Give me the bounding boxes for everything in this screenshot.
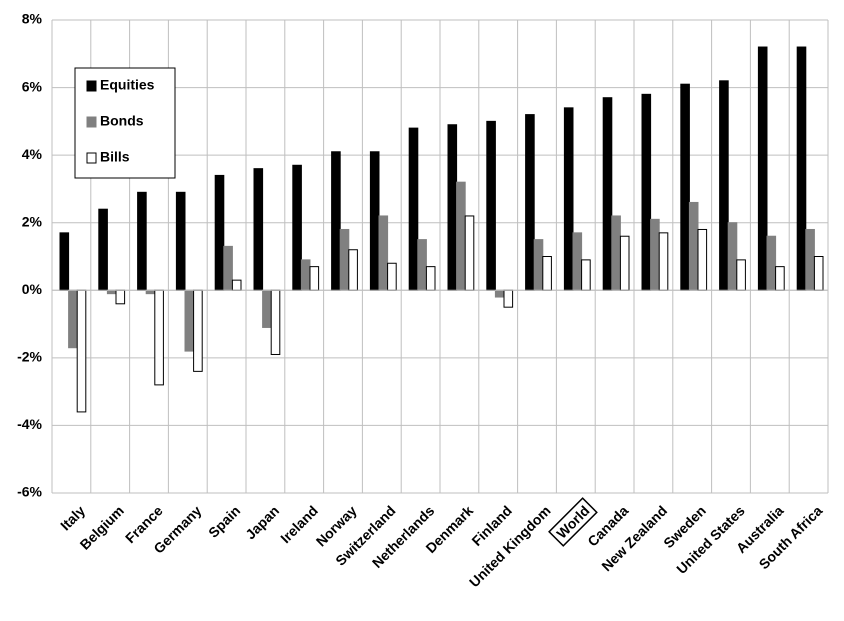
legend-swatch xyxy=(86,80,97,92)
bar xyxy=(494,289,505,298)
bar xyxy=(348,249,358,291)
bar xyxy=(387,262,397,291)
bar xyxy=(775,266,785,291)
legend-swatch xyxy=(86,152,97,164)
y-tick-label: -2% xyxy=(17,349,42,365)
bar xyxy=(757,46,768,291)
highlight-box xyxy=(548,497,598,547)
bar xyxy=(425,266,436,291)
bar xyxy=(309,266,320,291)
x-tick-label: Spain xyxy=(205,502,243,540)
bar xyxy=(339,228,350,291)
bar xyxy=(137,191,147,291)
legend-label: Bonds xyxy=(100,113,144,129)
bar xyxy=(533,239,544,291)
bar xyxy=(68,289,78,349)
bar xyxy=(223,245,233,291)
bar xyxy=(796,46,807,291)
bar xyxy=(611,215,621,291)
bar xyxy=(270,289,281,355)
bar xyxy=(727,222,738,291)
bar xyxy=(300,259,311,291)
bar xyxy=(650,218,660,291)
bar xyxy=(76,289,87,413)
y-tick-label: 2% xyxy=(22,213,43,229)
bar xyxy=(193,289,203,372)
y-tick-label: 8% xyxy=(22,11,43,27)
bar xyxy=(619,235,630,291)
bar xyxy=(214,174,225,291)
bar xyxy=(292,164,302,291)
bar xyxy=(719,80,729,291)
x-tick-label: Italy xyxy=(57,502,88,533)
bar xyxy=(688,201,699,291)
bar xyxy=(115,289,126,305)
bar xyxy=(408,127,419,291)
bar xyxy=(641,93,652,291)
bar xyxy=(369,151,380,291)
bar xyxy=(486,120,496,291)
bar xyxy=(417,239,427,291)
bar xyxy=(262,289,272,328)
bar xyxy=(813,256,824,291)
bar xyxy=(658,232,669,291)
legend-label: Bills xyxy=(100,149,130,165)
y-tick-label: 0% xyxy=(22,281,43,297)
bar xyxy=(59,232,70,291)
bar xyxy=(572,232,583,291)
bar xyxy=(175,191,186,291)
legend-label: Equities xyxy=(100,77,155,93)
bar xyxy=(145,289,156,295)
bar xyxy=(464,215,475,291)
legend-swatch xyxy=(86,116,97,128)
x-tick-label: Japan xyxy=(242,502,282,542)
bar xyxy=(563,107,574,291)
bar xyxy=(447,124,458,291)
y-tick-label: -4% xyxy=(17,416,42,432)
bar xyxy=(184,289,195,352)
bar xyxy=(697,228,708,291)
y-tick-label: 4% xyxy=(22,146,43,162)
bar xyxy=(331,151,341,291)
bar xyxy=(542,256,552,291)
bar xyxy=(98,208,108,291)
bar xyxy=(680,83,690,291)
bar xyxy=(503,289,514,308)
bar xyxy=(456,181,466,291)
bar xyxy=(154,289,164,386)
bar xyxy=(736,259,746,291)
bar xyxy=(231,279,242,291)
bar xyxy=(525,114,535,291)
bar xyxy=(581,259,591,291)
bar xyxy=(253,168,264,291)
bar xyxy=(766,235,777,291)
bar xyxy=(602,97,613,291)
bar xyxy=(805,228,815,291)
y-tick-label: -6% xyxy=(17,484,42,500)
bar xyxy=(106,289,117,295)
bar xyxy=(378,215,389,291)
y-tick-label: 6% xyxy=(22,78,43,94)
